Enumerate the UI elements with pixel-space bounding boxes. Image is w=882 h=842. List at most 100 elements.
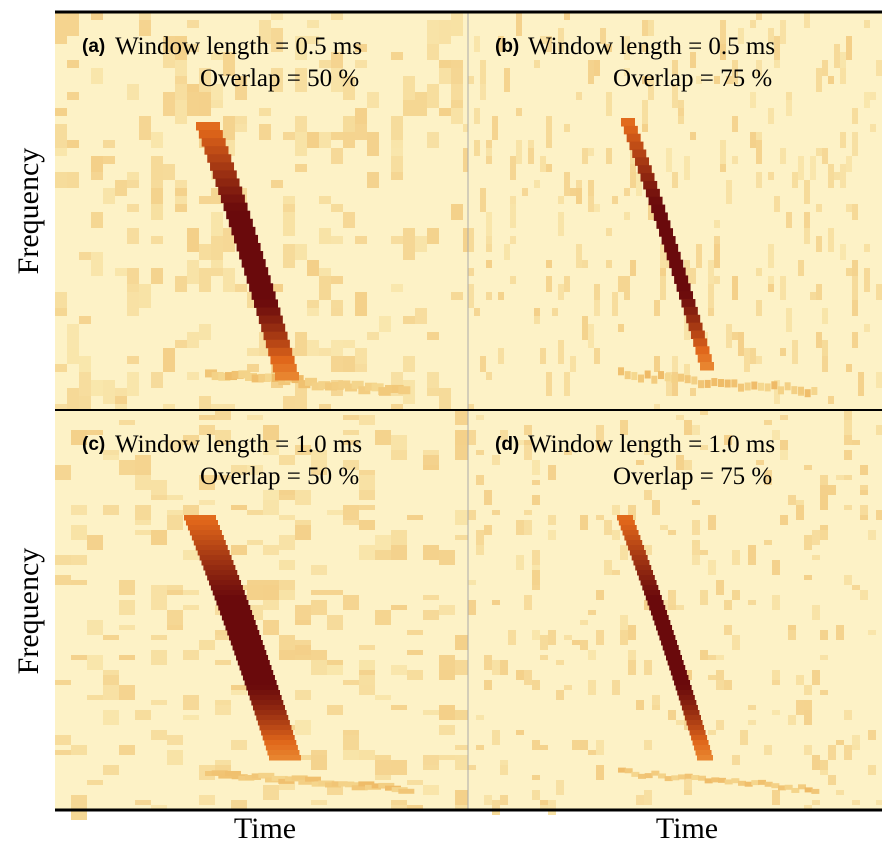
noise-cell	[594, 300, 600, 316]
echo-cell	[711, 777, 720, 783]
noise-cell	[327, 660, 343, 665]
call-cell	[669, 665, 686, 671]
echo-cell	[671, 775, 680, 781]
noise-cell	[199, 415, 215, 420]
noise-cell	[500, 795, 508, 805]
call-cell	[201, 560, 234, 566]
echo-cell	[804, 389, 811, 398]
noise-cell	[508, 630, 516, 645]
echo-cell	[318, 381, 331, 390]
noise-cell	[283, 244, 295, 268]
call-cell	[251, 700, 284, 706]
spectrograms	[55, 10, 882, 820]
call-cell	[671, 267, 686, 277]
noise-cell	[151, 132, 163, 148]
noise-cell	[492, 510, 500, 515]
noise-cell	[522, 188, 528, 196]
noise-cell	[127, 204, 139, 212]
echo-cell	[678, 373, 684, 382]
noise-cell	[183, 435, 199, 445]
noise-cell	[732, 635, 740, 650]
noise-cell	[756, 356, 762, 364]
noise-cell	[642, 44, 648, 52]
noise-cell	[295, 620, 311, 625]
noise-cell	[852, 276, 858, 300]
noise-cell	[500, 430, 508, 440]
noise-cell	[748, 600, 756, 605]
noise-cell	[684, 364, 690, 380]
noise-cell	[540, 805, 548, 810]
call-cell	[237, 660, 270, 666]
noise-cell	[167, 610, 183, 625]
noise-cell	[692, 545, 700, 555]
call-cell	[697, 354, 712, 363]
call-cell	[272, 363, 297, 373]
noise-cell	[455, 445, 471, 460]
noise-cell	[119, 685, 135, 700]
noise-cell	[820, 525, 828, 540]
echo-cell	[771, 381, 778, 390]
noise-cell	[516, 140, 522, 164]
noise-cell	[588, 60, 594, 84]
noise-cell	[540, 745, 548, 750]
noise-cell	[139, 28, 151, 36]
spectrogram	[55, 12, 475, 428]
noise-cell	[127, 180, 139, 188]
call-cell	[228, 218, 253, 228]
noise-cell	[103, 188, 115, 204]
noise-cell	[606, 260, 612, 268]
noise-cell	[606, 92, 612, 116]
noise-cell	[391, 665, 407, 675]
call-cell	[645, 188, 660, 198]
noise-cell	[319, 348, 331, 356]
noise-cell	[768, 172, 774, 180]
echo-cell	[751, 780, 760, 786]
noise-cell	[804, 710, 812, 725]
noise-cell	[484, 795, 492, 805]
noise-cell	[840, 244, 846, 260]
noise-cell	[532, 680, 540, 690]
call-cell	[620, 525, 637, 531]
noise-cell	[391, 805, 407, 810]
noise-cell	[534, 180, 540, 188]
noise-cell	[311, 800, 327, 805]
noise-cell	[307, 20, 319, 28]
noise-cell	[474, 36, 480, 52]
noise-cell	[588, 610, 596, 615]
noise-cell	[852, 332, 858, 348]
noise-cell	[486, 244, 492, 252]
noise-cell	[55, 364, 67, 372]
noise-cell	[732, 332, 738, 340]
noise-cell	[295, 645, 311, 655]
call-cell	[231, 226, 256, 236]
noise-cell	[468, 600, 476, 615]
noise-cell	[732, 116, 738, 132]
echo-cell	[791, 386, 798, 395]
noise-cell	[580, 620, 588, 625]
noise-cell	[620, 630, 628, 645]
noise-cell	[151, 204, 163, 220]
noise-cell	[600, 28, 606, 44]
call-cell	[692, 740, 709, 746]
noise-cell	[750, 20, 756, 28]
noise-cell	[103, 635, 119, 640]
echo-cell	[351, 785, 368, 791]
noise-cell	[355, 108, 367, 124]
noise-cell	[343, 340, 355, 348]
noise-cell	[692, 520, 700, 535]
noise-cell	[151, 805, 167, 810]
noise-cell	[822, 340, 828, 364]
panel-overlap: Overlap = 50 %	[200, 65, 359, 92]
echo-cell	[731, 379, 738, 388]
call-cell	[256, 307, 281, 316]
noise-cell	[199, 425, 215, 435]
call-cell	[220, 194, 245, 204]
noise-cell	[271, 12, 283, 20]
noise-cell	[524, 425, 532, 435]
noise-cell	[127, 356, 139, 364]
noise-cell	[868, 530, 876, 540]
noise-cell	[103, 156, 115, 164]
noise-cell	[215, 765, 231, 775]
call-cell	[229, 635, 262, 641]
noise-cell	[676, 720, 684, 725]
